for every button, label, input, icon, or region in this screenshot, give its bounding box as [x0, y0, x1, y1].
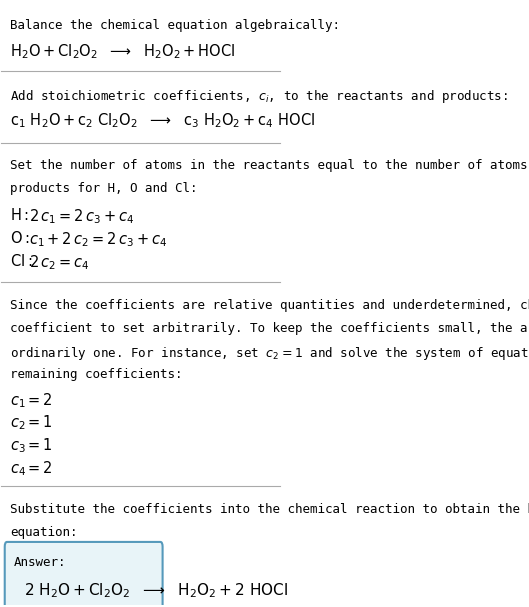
Text: $c_1 = 2$: $c_1 = 2$	[10, 391, 52, 410]
Text: Since the coefficients are relative quantities and underdetermined, choose a: Since the coefficients are relative quan…	[10, 299, 529, 312]
Text: Answer:: Answer:	[14, 556, 67, 569]
Text: coefficient to set arbitrarily. To keep the coefficients small, the arbitrary va: coefficient to set arbitrarily. To keep …	[10, 322, 529, 335]
Text: $\mathrm{O:}$: $\mathrm{O:}$	[10, 231, 30, 246]
Text: Balance the chemical equation algebraically:: Balance the chemical equation algebraica…	[10, 19, 340, 33]
Text: Add stoichiometric coefficients, $c_i$, to the reactants and products:: Add stoichiometric coefficients, $c_i$, …	[10, 88, 507, 105]
Text: $\mathrm{c_1\ H_2O + c_2\ Cl_2O_2 \ \ \longrightarrow \ \ c_3\ H_2O_2 + c_4\ HOC: $\mathrm{c_1\ H_2O + c_2\ Cl_2O_2 \ \ \l…	[10, 111, 315, 130]
Text: equation:: equation:	[10, 526, 77, 539]
Text: Set the number of atoms in the reactants equal to the number of atoms in the: Set the number of atoms in the reactants…	[10, 159, 529, 172]
Text: products for H, O and Cl:: products for H, O and Cl:	[10, 182, 197, 195]
Text: $c_4 = 2$: $c_4 = 2$	[10, 459, 52, 478]
Text: ordinarily one. For instance, set $c_2 = 1$ and solve the system of equations fo: ordinarily one. For instance, set $c_2 =…	[10, 345, 529, 362]
Text: $c_3 = 1$: $c_3 = 1$	[10, 436, 52, 455]
Text: $\mathrm{H_2O + Cl_2O_2 \ \ \longrightarrow \ \ H_2O_2 + HOCl}$: $\mathrm{H_2O + Cl_2O_2 \ \ \longrightar…	[10, 42, 235, 61]
Text: $c_2 = 1$: $c_2 = 1$	[10, 414, 52, 433]
FancyBboxPatch shape	[5, 542, 162, 607]
Text: $\mathrm{H:}$: $\mathrm{H:}$	[10, 208, 29, 223]
Text: remaining coefficients:: remaining coefficients:	[10, 368, 183, 381]
Text: $\mathrm{2\ H_2O + Cl_2O_2 \ \ \longrightarrow \ \ H_2O_2 + 2\ HOCl}$: $\mathrm{2\ H_2O + Cl_2O_2 \ \ \longrigh…	[24, 582, 288, 600]
Text: $2\,c_2 = c_4$: $2\,c_2 = c_4$	[29, 253, 90, 272]
Text: Substitute the coefficients into the chemical reaction to obtain the balanced: Substitute the coefficients into the che…	[10, 503, 529, 516]
Text: $2\,c_1 = 2\,c_3 + c_4$: $2\,c_1 = 2\,c_3 + c_4$	[29, 208, 134, 226]
Text: $c_1 + 2\,c_2 = 2\,c_3 + c_4$: $c_1 + 2\,c_2 = 2\,c_3 + c_4$	[29, 231, 168, 249]
Text: $\mathrm{Cl:}$: $\mathrm{Cl:}$	[10, 253, 32, 270]
